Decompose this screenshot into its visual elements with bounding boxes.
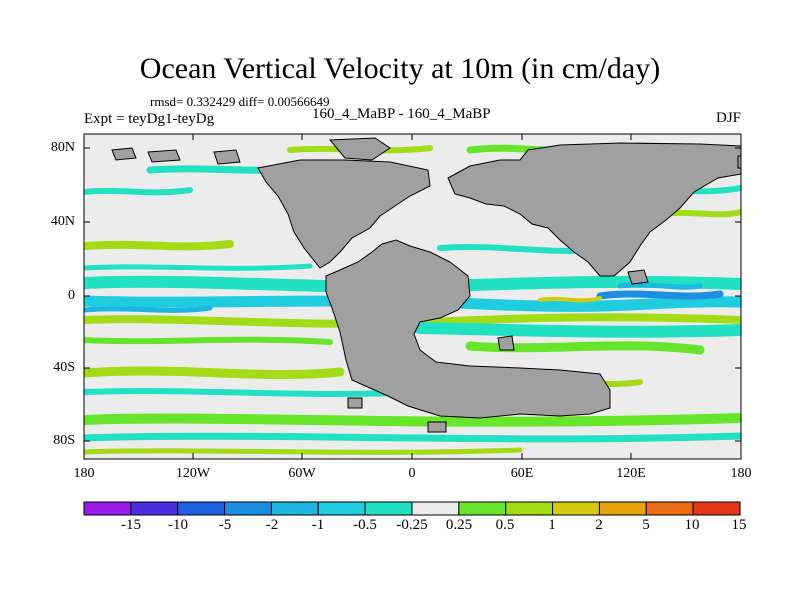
experiment-label: Expt = teyDg1-teyDg — [84, 111, 215, 127]
colorbar-label: -2 — [265, 517, 279, 533]
colorbar-swatch — [645, 501, 694, 516]
colorbar-swatch — [552, 501, 600, 516]
lon-label-120e: 120E — [616, 466, 646, 481]
colorbar-swatch — [598, 501, 647, 516]
colorbar-label: -10 — [168, 517, 188, 533]
colorbar-label: -15 — [121, 517, 141, 533]
lon-label-60w: 60W — [288, 466, 316, 481]
colorbar-swatch — [83, 501, 132, 516]
colorbar-label: -0.25 — [396, 517, 428, 533]
colorbar-label: -1 — [311, 517, 325, 533]
map-title: Ocean Vertical Velocity at 10m (in cm/da… — [139, 52, 661, 85]
land-north-america — [257, 159, 431, 269]
lat-label-40n: 40N — [50, 214, 75, 229]
lon-label-180e: 180 — [730, 466, 752, 481]
colorbar-label: -5 — [218, 517, 232, 533]
lon-label-180w: 180 — [73, 466, 95, 481]
runs-label: 160_4_MaBP - 160_4_MaBP — [312, 106, 491, 122]
colorbar — [83, 501, 741, 516]
colorbar-label: 10 — [684, 517, 700, 533]
land-south-continent — [325, 239, 611, 419]
colorbar-swatch — [177, 501, 226, 516]
colorbar-label: 1 — [548, 517, 556, 533]
colorbar-swatch — [411, 501, 460, 516]
lat-label-80s: 80S — [53, 433, 75, 448]
land-eurasia — [447, 142, 741, 277]
colorbar-label: 5 — [642, 517, 650, 533]
colorbar-swatch — [224, 501, 272, 516]
colorbar-swatch — [130, 501, 179, 516]
stats-line: rmsd= 0.332429 diff= 0.00566649 — [150, 94, 330, 109]
land-greenland — [328, 137, 391, 161]
colorbar-swatch — [364, 501, 413, 516]
colorbar-label: 0.25 — [445, 517, 473, 533]
colorbar-label: 0.5 — [495, 517, 515, 533]
colorbar-swatch — [458, 501, 507, 516]
colorbar-label: 15 — [731, 517, 747, 533]
lon-label-60e: 60E — [510, 466, 534, 481]
colorbar-label: -0.5 — [353, 517, 377, 533]
lat-label-0: 0 — [68, 288, 75, 303]
axis-ticks — [83, 134, 742, 459]
colorbar-swatch — [692, 501, 741, 516]
colorbar-swatch — [505, 501, 554, 516]
land-masses — [111, 137, 741, 433]
season-label: DJF — [715, 110, 741, 126]
lon-label-120w: 120W — [175, 466, 211, 481]
colorbar-swatch — [317, 501, 366, 516]
lat-label-40s: 40S — [53, 360, 75, 375]
colorbar-label: 2 — [595, 517, 603, 533]
colorbar-swatch — [270, 501, 319, 516]
lon-label-0: 0 — [408, 466, 416, 481]
lat-label-80n: 80N — [50, 140, 75, 155]
